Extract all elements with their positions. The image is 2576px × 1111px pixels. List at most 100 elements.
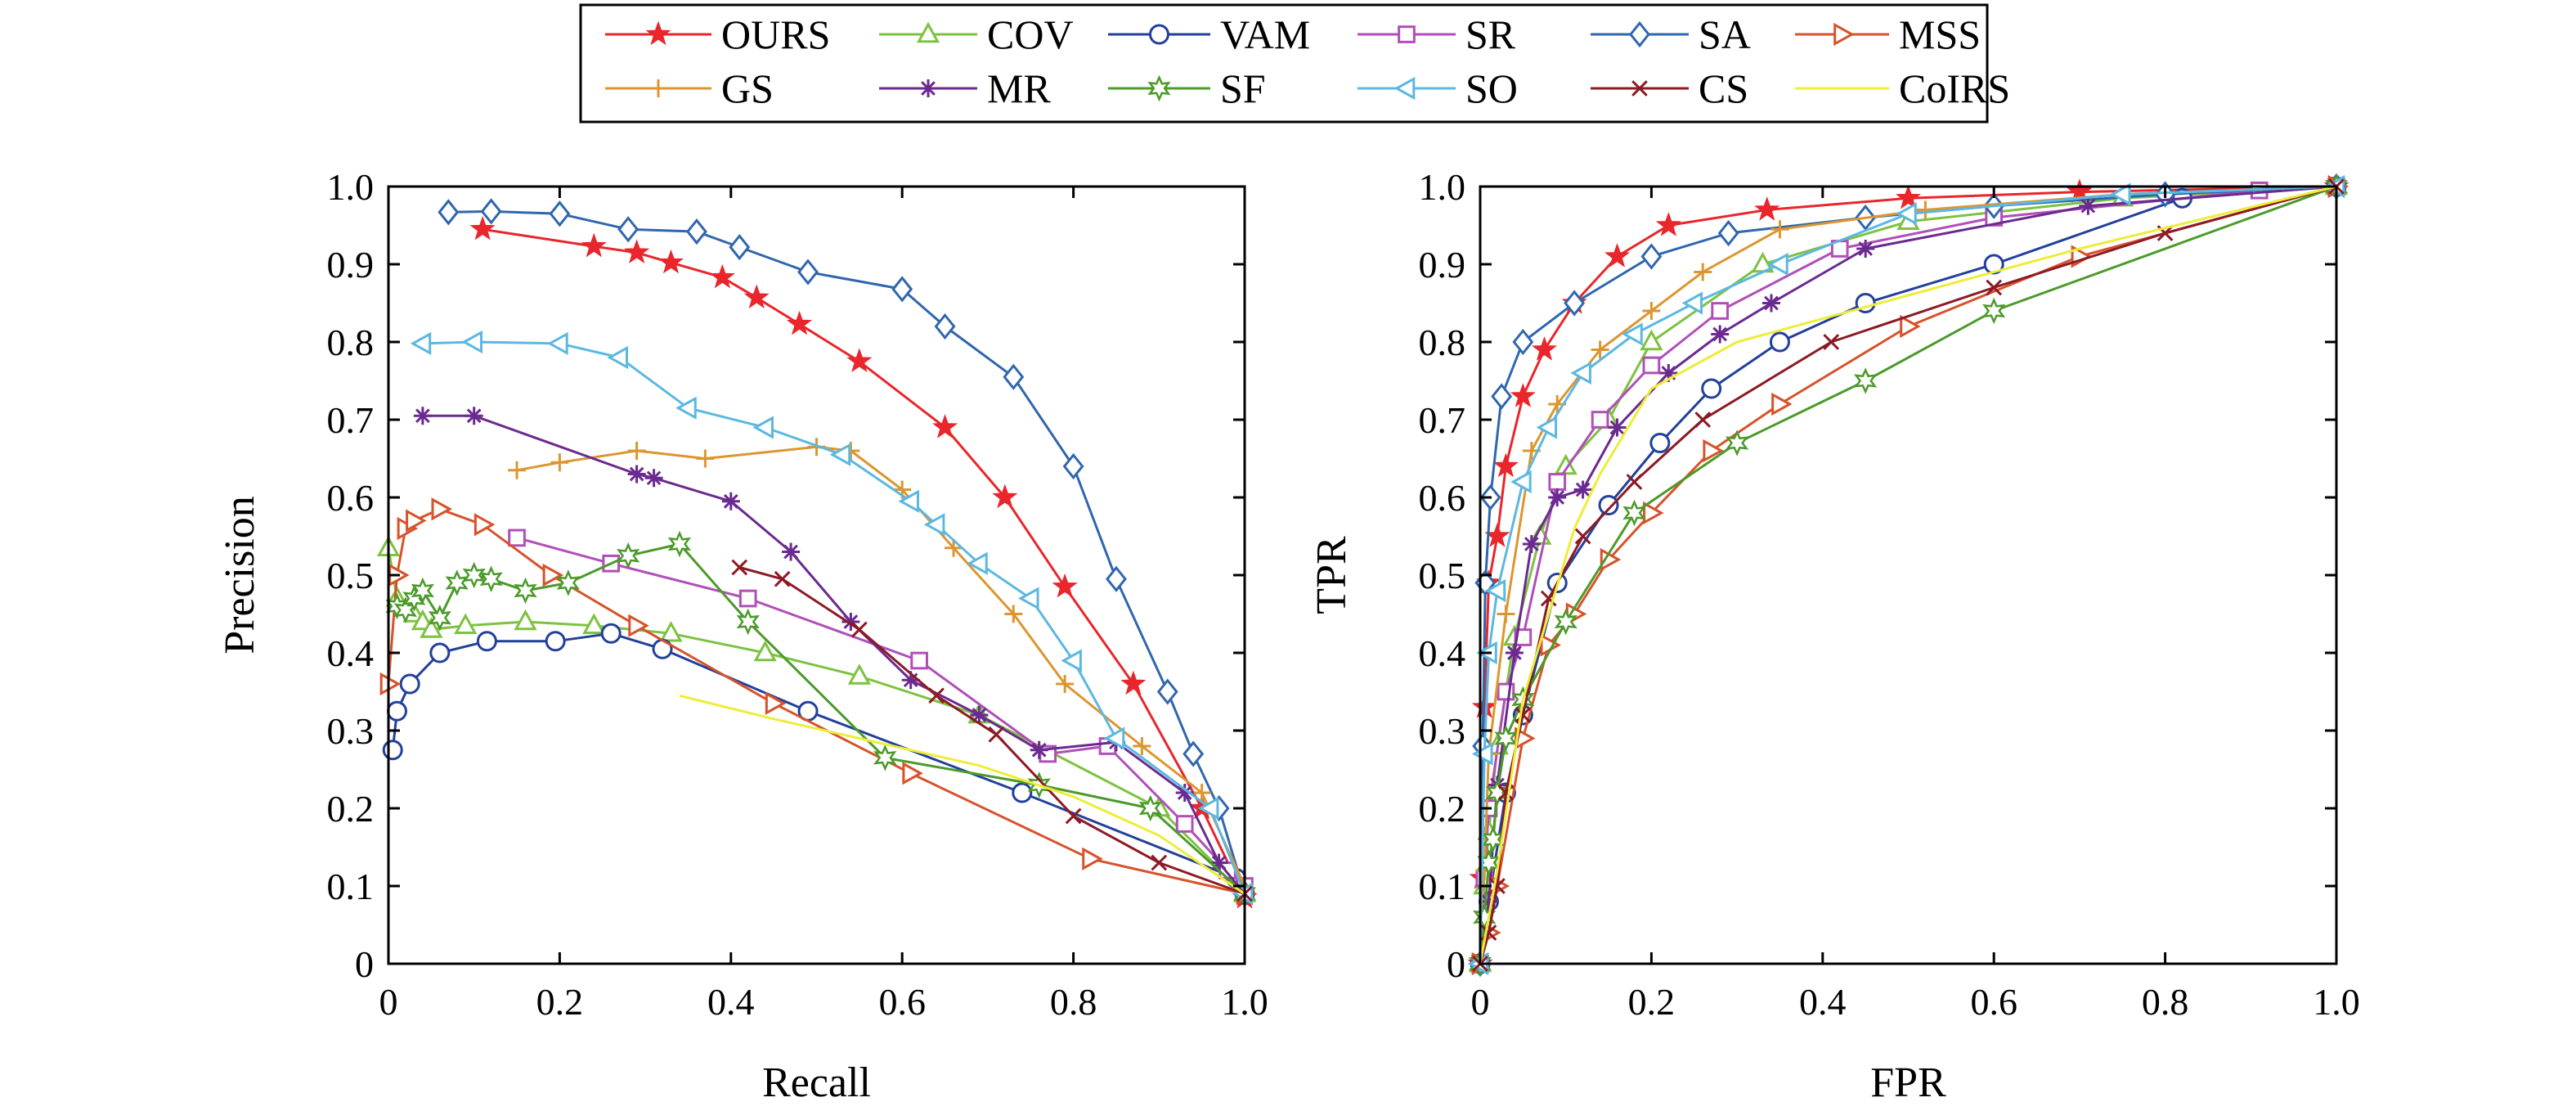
pr-series-ours [469,215,1258,909]
pr-point-so [410,331,432,355]
legend-label-ours: OURS [721,11,830,57]
roc-point-ours [1895,184,1922,209]
roc-point-mr [2079,196,2098,215]
roc-point-ours [1531,336,1557,361]
pr-point-sf [428,604,452,632]
legend-entry-gs: GS [605,65,774,111]
pr-point-sa [685,218,707,245]
roc-xtick-label: 0 [1471,981,1490,1023]
roc-point-sf [1853,367,1878,394]
pr-point-sa [1106,565,1127,592]
legend-label-sa: SA [1699,11,1751,57]
roc-ytick-label: 1.0 [1419,166,1466,208]
pr-ytick-label: 0.1 [327,866,375,907]
pr-series-gs [508,438,1254,895]
pr-point-gs [627,442,646,460]
pr-point-sa [797,259,819,286]
pr-point-ours [581,232,607,258]
roc-point-mr [1522,535,1541,553]
roc-point-so [1681,291,1703,315]
roc-point-sr [1711,302,1730,320]
pr-point-mss [379,672,402,696]
pr-point-ours [624,239,650,264]
pr-line-vam [391,632,1246,895]
pr-point-mr [464,407,483,425]
pr-point-ours [743,284,770,309]
pr-point-sa [480,198,502,225]
roc-line-sf [1479,185,2337,965]
pr-series-cs [731,559,1253,902]
pr-point-vam [545,631,566,652]
pr-point-sf [667,530,692,558]
legend-marker-vam [1149,24,1169,45]
roc-point-ours [1754,196,1780,221]
pr-point-cov [454,613,478,635]
pr-series-sa [438,198,1255,907]
pr-point-so [829,443,851,466]
roc-point-sr [1642,356,1661,375]
pr-point-mr [413,407,432,425]
roc-ytick-label: 0 [1447,943,1465,985]
roc-point-mss [1600,547,1622,572]
pr-point-mss [902,762,923,785]
pr-point-cs [1151,854,1168,871]
roc-point-cs [1574,528,1591,545]
pr-point-mr [721,492,740,511]
pr-point-so [898,489,919,513]
roc-line-mr [1479,185,2337,965]
roc-point-mr [1505,644,1524,662]
pr-line-so [422,340,1246,895]
pr-point-mss [765,691,787,715]
roc-xtick-label: 0.4 [1799,981,1847,1023]
pr-line-gs [516,445,1246,887]
pr-series-mss [379,497,1258,906]
pr-point-cov [582,613,606,635]
roc-point-gs [1497,605,1515,623]
pr-y-axis-label: Precision [217,496,263,654]
pr-ytick-label: 0.2 [327,788,375,830]
roc-ytick-label: 0.6 [1419,477,1466,519]
pr-point-so [607,345,628,370]
legend-label-mr: MR [987,65,1051,111]
roc-point-cs [1823,334,1840,350]
pr-ytick-label: 0.6 [327,477,375,519]
roc-point-sr [1548,473,1567,491]
pr-point-sf [514,577,537,605]
pr-point-gs [508,461,527,479]
roc-xtick-label: 0.2 [1628,981,1676,1023]
roc-point-ours [1655,212,1681,236]
roc-point-sa [1640,243,1663,270]
roc-point-mss [1703,439,1724,463]
legend-entry-mr: MR [879,65,1051,111]
pr-point-sf [411,577,434,605]
pr-xtick-label: 0.4 [707,981,755,1023]
pr-point-sa [934,313,956,340]
roc-point-so [1472,742,1493,766]
pr-point-cov [514,609,537,631]
roc-y-axis-label: TPR [1308,536,1355,614]
roc-point-cs [1540,590,1557,607]
roc-point-mr [1479,893,1498,911]
legend-label-vam: VAM [1220,11,1310,57]
pr-point-so [923,513,945,537]
roc-point-sa [1717,219,1739,247]
pr-line-cs [738,566,1245,895]
roc-line-sr [1479,185,2337,965]
legend-entry-coirs: CoIRS [1795,65,2010,111]
pr-point-cov [753,640,777,662]
legend-marker-cov [916,21,940,43]
roc-ytick-label: 0.4 [1419,632,1466,674]
legend-entry-ours: OURS [605,11,830,57]
legend-label-sf: SF [1220,65,1266,111]
roc-line-mss [1479,185,2337,965]
roc-point-so [1767,252,1788,277]
pr-point-so [967,551,988,575]
pr-point-sf [479,565,503,593]
roc-point-mr [1711,325,1730,344]
roc-point-sa [1491,383,1513,410]
plot-roc: 0 0.2 0.4 0.6 0.8 1.0 0 0.1 0.2 0.3 0.4 0.5 0.6 0.7 0.… [1308,166,2360,1106]
roc-point-mss [1771,392,1793,416]
pr-point-sf [873,744,897,771]
roc-point-so [1896,202,1917,226]
roc-point-mr [1856,240,1875,258]
